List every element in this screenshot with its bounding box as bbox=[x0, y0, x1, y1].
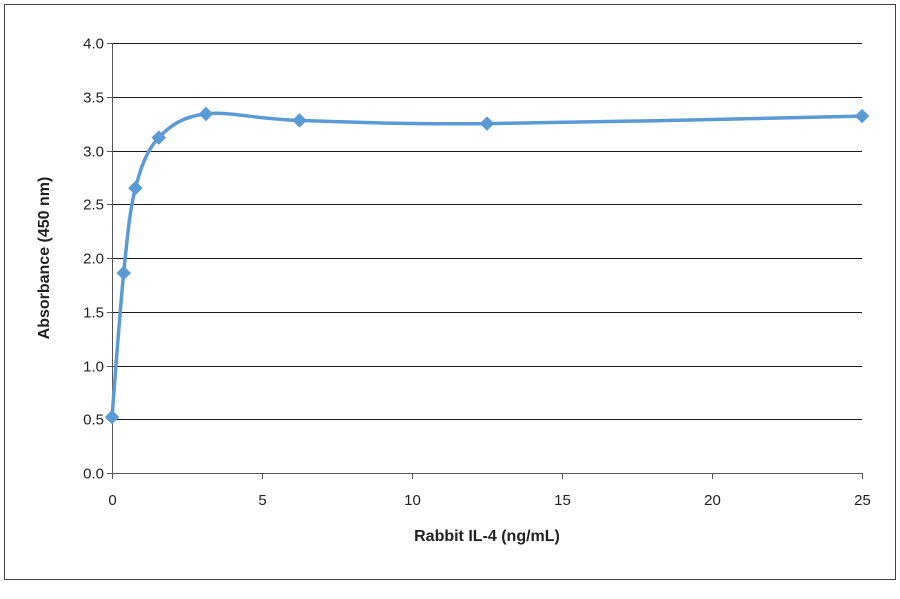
data-point-marker bbox=[854, 108, 870, 124]
x-tick-label: 10 bbox=[404, 492, 421, 509]
x-tick-label: 15 bbox=[554, 492, 571, 509]
chart-border bbox=[4, 4, 896, 580]
y-tick-label: 2.0 bbox=[83, 251, 104, 268]
series-group bbox=[104, 106, 870, 425]
y-tick-label: 4.0 bbox=[83, 36, 104, 53]
y-axis-title: Absorbance (450 nm) bbox=[36, 177, 53, 340]
data-point-marker bbox=[479, 116, 495, 131]
y-tick-label: 3.0 bbox=[83, 144, 104, 161]
y-tick-label: 1.5 bbox=[83, 305, 104, 322]
data-point-marker bbox=[198, 106, 214, 122]
x-tick-label: 5 bbox=[258, 492, 266, 509]
y-tick-label: 2.5 bbox=[83, 197, 104, 214]
y-axis-ticks: 0.0 0.5 1.0 1.5 2.0 2.5 3.0 3.5 4.0 bbox=[83, 36, 112, 483]
data-point-marker bbox=[151, 130, 167, 145]
data-point-marker bbox=[116, 265, 132, 281]
data-point-marker bbox=[128, 180, 143, 196]
x-axis-ticks: 0 5 10 15 20 25 bbox=[108, 473, 871, 509]
x-tick-label: 0 bbox=[108, 492, 116, 509]
x-axis-title: Rabbit IL-4 (ng/mL) bbox=[414, 528, 560, 545]
x-tick-label: 20 bbox=[704, 492, 721, 509]
data-point-marker bbox=[104, 409, 120, 425]
gridlines bbox=[112, 43, 862, 420]
y-tick-label: 3.5 bbox=[83, 90, 104, 107]
data-point-marker bbox=[292, 113, 307, 128]
y-tick-label: 1.0 bbox=[83, 359, 104, 376]
y-tick-label: 0.5 bbox=[83, 412, 104, 429]
x-tick-label: 25 bbox=[854, 492, 871, 509]
y-tick-label: 0.0 bbox=[83, 466, 104, 483]
